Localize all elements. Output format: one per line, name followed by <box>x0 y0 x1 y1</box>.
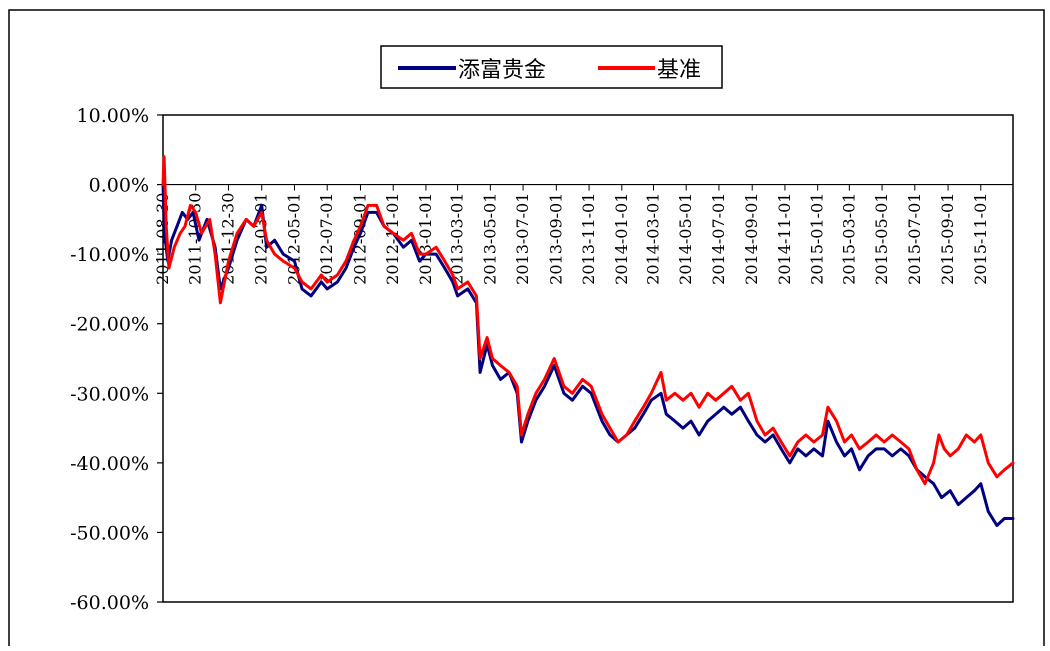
x-tick-label-16: 2014-05-01 <box>676 193 695 285</box>
x-tick-label-24: 2015-09-01 <box>938 193 957 285</box>
x-tick-label-25: 2015-11-01 <box>971 193 990 285</box>
series-line-1 <box>161 155 1015 486</box>
x-tick-label-19: 2014-11-01 <box>775 193 794 285</box>
x-tick-label-14: 2014-01-01 <box>612 193 631 285</box>
x-tick-label-8: 2013-01-01 <box>416 193 435 285</box>
y-tick-label-3: -20.00% <box>70 314 149 336</box>
y-tick-label-2: -10.00% <box>70 244 149 266</box>
plot-area-border <box>162 114 1014 603</box>
legend: 添富贵金 基准 <box>380 45 723 89</box>
y-tick-label-6: -50.00% <box>70 522 149 544</box>
x-tick-label-9: 2013-03-01 <box>448 193 467 285</box>
x-tick-label-22: 2015-05-01 <box>872 193 891 285</box>
x-axis: 2011-08-30 2011-10-30 2011-12-30 2012-03-01… <box>153 183 1013 285</box>
legend-label-1: 基准 <box>657 58 701 83</box>
x-tick-label-4: 2012-05-01 <box>284 193 303 285</box>
series-layer <box>161 155 1015 527</box>
x-tick-label-11: 2013-07-01 <box>513 193 532 285</box>
x-tick-label-7: 2012-11-01 <box>383 193 402 285</box>
y-tick-label-7: -60.00% <box>70 592 149 614</box>
x-tick-label-2: 2011-12-30 <box>218 193 237 285</box>
series-line-0 <box>161 183 1015 527</box>
x-tick-label-12: 2013-09-01 <box>546 193 565 285</box>
x-tick-label-1: 2011-10-30 <box>186 193 205 285</box>
y-axis: 10.00% 0.00% -10.00% -20.00% -30.00% -40.00% -… <box>70 105 163 614</box>
x-tick-label-20: 2015-01-01 <box>808 193 827 285</box>
x-tick-label-15: 2014-03-01 <box>643 193 662 285</box>
x-tick-label-5: 2012-07-01 <box>317 193 336 285</box>
y-tick-label-5: -40.00% <box>70 453 149 475</box>
chart-area-border <box>8 9 1045 651</box>
x-tick-label-10: 2013-05-01 <box>480 193 499 285</box>
y-tick-label-0: 10.00% <box>77 105 149 127</box>
legend-label-0: 添富贵金 <box>458 58 546 83</box>
x-tick-label-17: 2014-07-01 <box>709 193 728 285</box>
x-tick-label-21: 2015-03-01 <box>839 193 858 285</box>
y-tick-label-1: 0.00% <box>89 175 149 197</box>
x-tick-label-23: 2015-07-01 <box>905 193 924 285</box>
y-tick-label-4: -30.00% <box>70 383 149 405</box>
x-tick-label-13: 2013-11-01 <box>579 193 598 285</box>
x-tick-label-18: 2014-09-01 <box>742 193 761 285</box>
